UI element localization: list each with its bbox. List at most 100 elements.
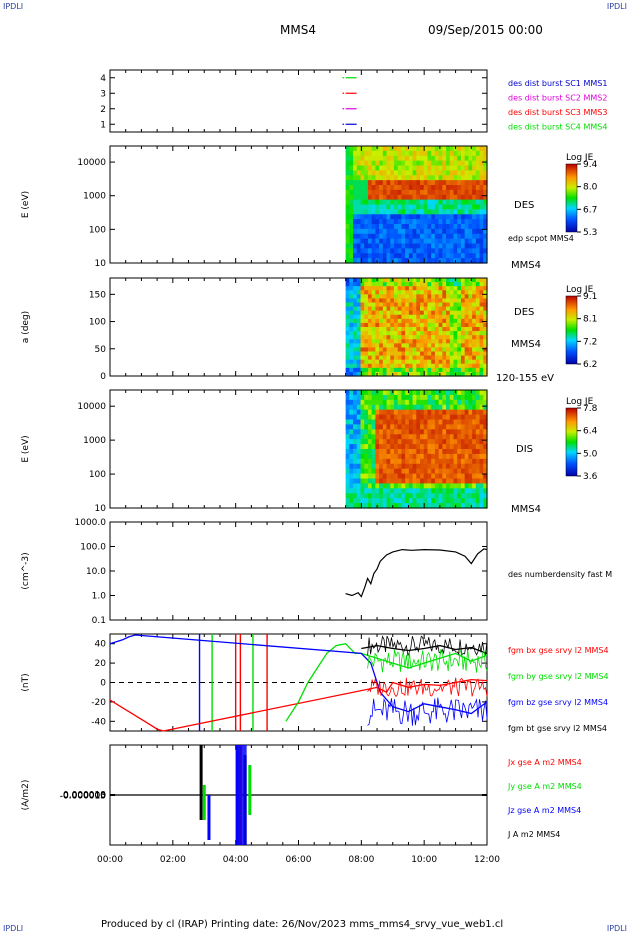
heatmap-cell [349,473,354,480]
heatmap-cell [393,286,399,291]
heatmap-cell [349,363,354,369]
heatmap-cell [349,339,354,344]
heatmap-cell [420,335,425,340]
heatmap-cell [360,399,365,406]
heatmap-cell [442,286,447,291]
heatmap-cell [360,170,365,176]
heatmap-cell [390,488,395,494]
des-pitch-angle-colorbar-tick-label: 6.2 [583,360,597,370]
heatmap-cell [353,351,358,357]
heatmap-cell [379,318,384,324]
heatmap-cell [393,404,399,411]
heatmap-cell [371,399,376,406]
heatmap-cell [390,458,395,465]
heatmap-cell [405,367,410,373]
heatmap-cell [375,429,380,435]
heatmap-cell [416,347,421,353]
heatmap-cell [379,189,384,196]
heatmap-cell [416,199,421,206]
heatmap-cell [475,318,481,324]
heatmap-cell [453,478,458,485]
heatmap-cell [393,155,399,162]
heatmap-cell [364,209,369,215]
heatmap-cell [442,253,447,259]
heatmap-cell [449,449,455,455]
heatmap-cell [353,453,358,460]
heatmap-cell [423,180,429,186]
heatmap-cell [416,498,421,504]
heatmap-cell [446,199,451,206]
heatmap-cell [431,219,436,225]
heatmap-cell [371,347,376,353]
heatmap-cell [382,483,388,489]
heatmap-cell [457,493,462,499]
heatmap-cell [375,238,380,245]
heatmap-cell [483,322,488,328]
heatmap-cell [408,290,414,295]
heatmap-cell [479,150,484,157]
heatmap-cell [364,493,369,499]
heatmap-cell [353,165,358,171]
heatmap-cell [438,194,443,201]
heatmap-cell [386,453,391,460]
heatmap-cell [479,458,484,465]
heatmap-cell [420,444,425,450]
heatmap-cell [427,390,432,396]
heatmap-cell [367,286,373,291]
heatmap-cell [401,424,406,430]
heatmap-cell [349,483,354,489]
heatmap-cell [356,310,362,316]
heatmap-cell [431,327,436,332]
heatmap-cell [367,214,373,220]
heatmap-cell [446,318,451,324]
heatmap-cell [371,327,376,332]
heatmap-cell [475,314,481,320]
heatmap-cell [420,146,425,152]
density-ytick-label: 0.1 [92,616,106,626]
heatmap-cell [446,302,451,308]
heatmap-cell [438,434,443,440]
heatmap-cell [479,463,484,470]
heatmap-cell [408,488,414,494]
heatmap-cell [416,468,421,475]
heatmap-cell [412,429,417,435]
heatmap-cell [360,468,365,475]
heatmap-cell [479,327,484,332]
heatmap-cell [371,394,376,401]
heatmap-cell [483,327,488,332]
heatmap-cell [449,286,455,291]
heatmap-cell [453,286,458,291]
heatmap-cell [364,359,369,365]
heatmap-cell [375,180,380,186]
heatmap-cell [382,298,388,304]
heatmap-cell [431,322,436,328]
des-energy-spectrogram-colorbar-tick-label: 8.0 [583,183,598,193]
heatmap-cell [431,359,436,365]
heatmap-cell [379,258,384,264]
heatmap-cell [479,314,484,320]
heatmap-cell [472,331,477,336]
heatmap-cell [364,233,369,240]
heatmap-cell [367,278,373,283]
heatmap-cell [431,150,436,157]
heatmap-cell [349,429,354,435]
heatmap-cell [367,310,373,316]
heatmap-cell [427,419,432,426]
heatmap-cell [431,488,436,494]
heatmap-cell [382,170,388,176]
heatmap-cell [479,322,484,328]
heatmap-cell [367,248,373,254]
heatmap-cell [375,258,380,264]
heatmap-cell [442,419,447,426]
heatmap-cell [442,351,447,357]
heatmap-cell [393,371,399,377]
heatmap-cell [401,175,406,181]
heatmap-cell [479,363,484,369]
heatmap-cell [438,498,443,504]
heatmap-cell [457,298,462,304]
heatmap-cell [449,322,455,328]
heatmap-cell [423,214,429,220]
heatmap-cell [408,503,414,509]
heatmap-cell [457,282,462,287]
heatmap-cell [401,390,406,396]
